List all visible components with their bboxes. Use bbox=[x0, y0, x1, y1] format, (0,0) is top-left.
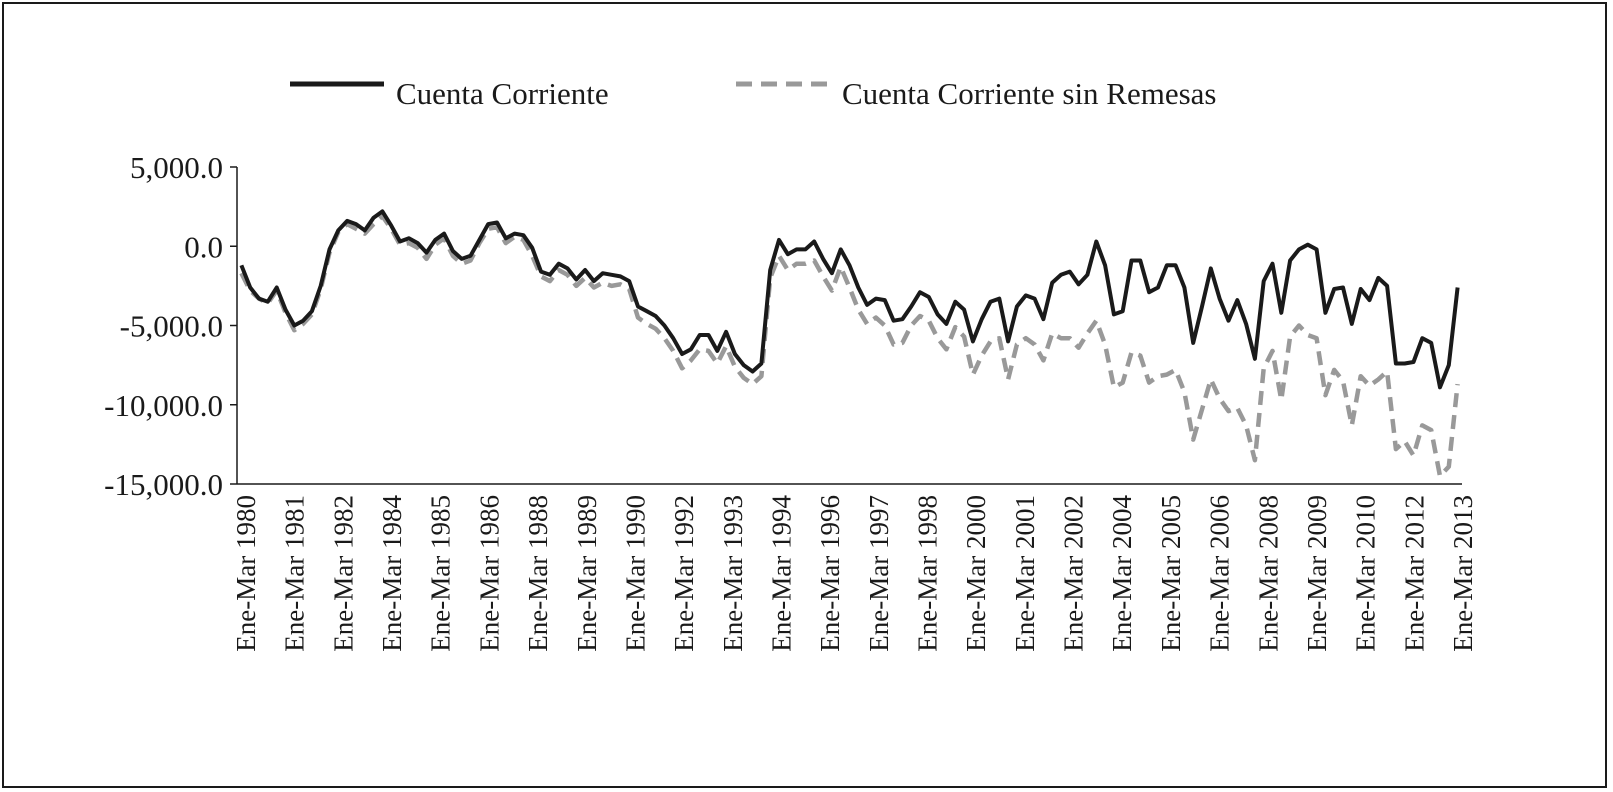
plot-area bbox=[239, 209, 1460, 479]
x-tick-label: Ene-Mar 1990 bbox=[620, 495, 650, 652]
x-tick-label: Ene-Mar 1986 bbox=[474, 495, 504, 652]
x-tick-label: Ene-Mar 2012 bbox=[1399, 495, 1429, 652]
y-tick-label: -5,000.0 bbox=[120, 309, 223, 344]
line-chart: Cuenta Corriente Cuenta Corriente sin Re… bbox=[104, 76, 1478, 652]
y-tick-label: -10,000.0 bbox=[104, 388, 223, 423]
x-tick-label: Ene-Mar 1996 bbox=[815, 495, 845, 652]
series-line-cuenta-corriente bbox=[239, 209, 1460, 390]
y-tick-label: 0.0 bbox=[184, 229, 223, 264]
x-tick-label: Ene-Mar 2013 bbox=[1448, 495, 1478, 652]
x-tick-label: Ene-Mar 1984 bbox=[377, 495, 407, 652]
x-tick-label: Ene-Mar 2004 bbox=[1107, 495, 1137, 652]
x-tick-label: Ene-Mar 1993 bbox=[718, 495, 748, 652]
x-tick-label: Ene-Mar 1981 bbox=[280, 495, 310, 652]
y-tick-label: -15,000.0 bbox=[104, 467, 223, 502]
x-tick-label: Ene-Mar 1998 bbox=[913, 495, 943, 652]
legend: Cuenta Corriente Cuenta Corriente sin Re… bbox=[290, 76, 1217, 111]
x-tick-label: Ene-Mar 2002 bbox=[1059, 495, 1089, 652]
x-tick-label: Ene-Mar 1989 bbox=[572, 495, 602, 652]
x-tick-label: Ene-Mar 1980 bbox=[231, 495, 261, 652]
legend-label-cuenta-corriente-sin-remesas: Cuenta Corriente sin Remesas bbox=[842, 76, 1217, 111]
x-tick-label: Ene-Mar 2000 bbox=[961, 495, 991, 652]
x-tick-label: Ene-Mar 2009 bbox=[1302, 495, 1332, 652]
x-tick-label: Ene-Mar 2008 bbox=[1253, 495, 1283, 652]
x-tick-label: Ene-Mar 1994 bbox=[766, 495, 796, 652]
x-tick-label: Ene-Mar 1982 bbox=[328, 495, 358, 652]
x-tick-label: Ene-Mar 2001 bbox=[1010, 495, 1040, 652]
x-tick-label: Ene-Mar 2005 bbox=[1156, 495, 1186, 652]
x-tick-label: Ene-Mar 1997 bbox=[864, 495, 894, 652]
legend-label-cuenta-corriente: Cuenta Corriente bbox=[396, 76, 609, 111]
series-line-cuenta-corriente-sin-remesas bbox=[239, 213, 1460, 479]
x-tick-label: Ene-Mar 2006 bbox=[1205, 495, 1235, 652]
x-tick-label: Ene-Mar 1992 bbox=[669, 495, 699, 652]
x-tick-label: Ene-Mar 1988 bbox=[523, 495, 553, 652]
x-axis: Ene-Mar 1980 Ene-Mar 1981 Ene-Mar 1982 Ene-… bbox=[231, 483, 1478, 652]
y-tick-label: 5,000.0 bbox=[130, 150, 223, 185]
x-tick-label: Ene-Mar 1985 bbox=[426, 495, 456, 652]
x-tick-label: Ene-Mar 2010 bbox=[1351, 495, 1381, 652]
y-axis: 5,000.0 0.0 -5,000.0 -10,000.0 -15,000.0 bbox=[104, 150, 238, 502]
